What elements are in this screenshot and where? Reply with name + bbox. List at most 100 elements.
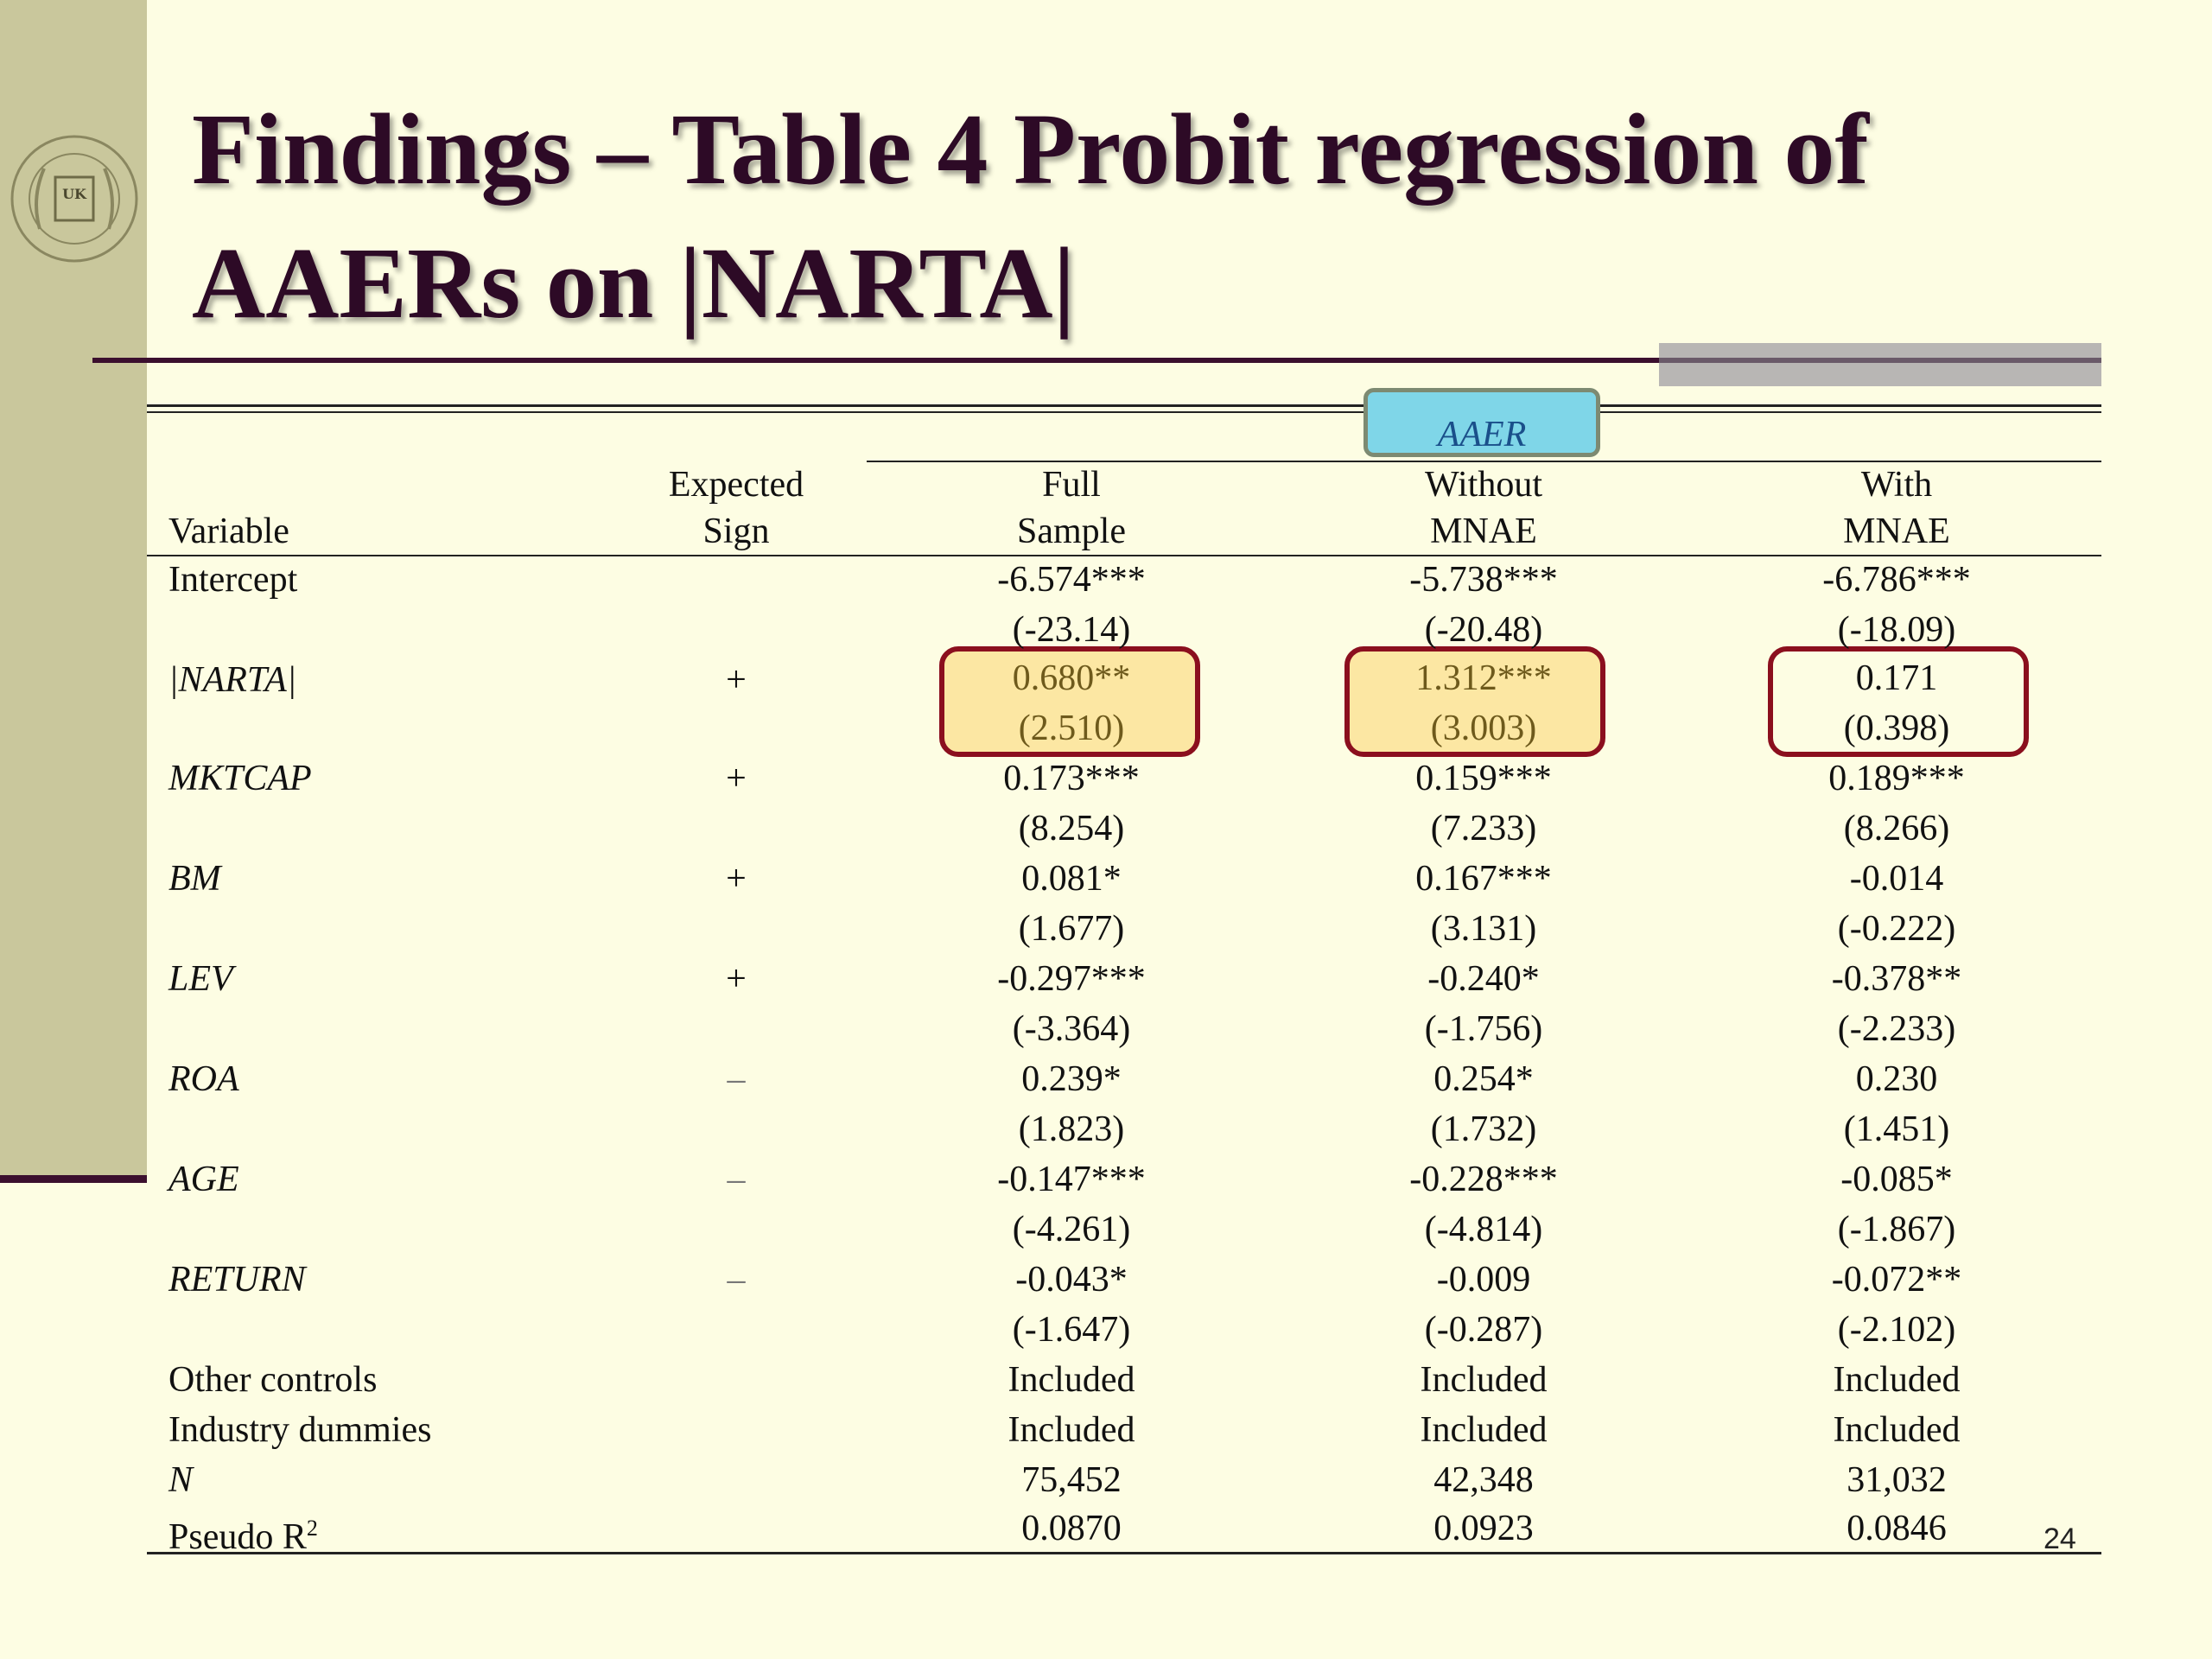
highlight-narta-without <box>1344 646 1605 757</box>
footer-variable-pseudo-r2: Pseudo R2 <box>168 1503 318 1562</box>
coef-with: 0.171 <box>1855 658 1938 698</box>
coef-without: -5.738*** <box>1409 560 1558 600</box>
title-line-1: Findings – Table 4 Probit regression of <box>192 92 1869 206</box>
tstat-full: (1.823) <box>1018 1109 1125 1149</box>
title-accent-line <box>1659 358 2101 363</box>
coef-full: 0.680** <box>1012 658 1131 698</box>
tstat-with: (0.398) <box>1843 709 1950 748</box>
row-sign: + <box>726 759 747 798</box>
header-variable: Variable <box>168 512 289 551</box>
row-sign: – <box>727 1160 746 1199</box>
row-variable: BM <box>168 859 221 899</box>
footer-variable: Other controls <box>168 1360 378 1400</box>
tstat-full: (-1.647) <box>1012 1310 1131 1350</box>
title-rule <box>92 358 2101 363</box>
coef-without: 0.159*** <box>1415 759 1552 798</box>
highlight-narta-with <box>1768 646 2029 757</box>
header-without-line1: Without <box>1425 465 1542 505</box>
aaer-group-header: AAER <box>1437 415 1527 454</box>
footer-with: 31,032 <box>1847 1460 1947 1500</box>
coef-full: -0.297*** <box>997 959 1146 999</box>
footer-variable: Industry dummies <box>168 1410 432 1450</box>
row-variable: Intercept <box>168 560 298 600</box>
title-accent-bar <box>1659 343 2101 386</box>
footer-variable: N <box>168 1460 194 1500</box>
logo-mark: UK <box>62 186 87 202</box>
header-full-line1: Full <box>1042 465 1101 505</box>
tstat-without: (-4.814) <box>1424 1210 1543 1249</box>
row-sign: + <box>726 660 747 700</box>
header-sign-line2: Sign <box>702 512 770 551</box>
tstat-with: (-2.233) <box>1837 1009 1956 1049</box>
row-variable: |NARTA| <box>168 660 297 700</box>
coef-without: 0.254* <box>1433 1059 1534 1099</box>
page-number: 24 <box>2044 1522 2076 1555</box>
coef-without: 1.312*** <box>1415 658 1552 698</box>
left-sidebar-band <box>0 0 147 1175</box>
row-sign: + <box>726 859 747 899</box>
tstat-full: (8.254) <box>1018 809 1125 849</box>
tstat-without: (3.003) <box>1430 709 1537 748</box>
row-variable: AGE <box>168 1160 239 1199</box>
row-sign: + <box>726 959 747 999</box>
slide-title: Findings – Table 4 Probit regression of … <box>192 82 2127 350</box>
coef-full: 0.081* <box>1021 859 1122 899</box>
tstat-with: (-2.102) <box>1837 1310 1956 1350</box>
tstat-with: (-1.867) <box>1837 1210 1956 1249</box>
coef-with: -0.378** <box>1831 959 1962 999</box>
coef-with: 0.189*** <box>1828 759 1965 798</box>
tstat-with: (8.266) <box>1843 809 1950 849</box>
coef-without: 0.167*** <box>1415 859 1552 899</box>
row-sign: – <box>727 1059 746 1099</box>
coef-without: -0.240* <box>1427 959 1540 999</box>
coef-full: -0.043* <box>1015 1260 1128 1300</box>
footer-full: Included <box>1007 1410 1135 1450</box>
header-sign-line1: Expected <box>668 465 804 505</box>
tstat-with: (-18.09) <box>1837 610 1956 650</box>
group-header-rule <box>867 461 2101 462</box>
tstat-without: (-0.287) <box>1424 1310 1543 1350</box>
footer-with: Included <box>1833 1410 1961 1450</box>
footer-full: Included <box>1007 1360 1135 1400</box>
tstat-full: (2.510) <box>1018 709 1125 748</box>
aaer-group-header-box <box>1363 388 1600 457</box>
row-sign: – <box>727 1260 746 1300</box>
pseudo-r-label: Pseudo R <box>168 1517 307 1557</box>
coef-without: -0.228*** <box>1409 1160 1558 1199</box>
pseudo-r-superscript: 2 <box>306 1516 318 1541</box>
coef-with: -6.786*** <box>1822 560 1971 600</box>
coef-with: 0.230 <box>1855 1059 1938 1099</box>
row-variable: ROA <box>168 1059 239 1099</box>
tstat-with: (1.451) <box>1843 1109 1950 1149</box>
title-line-2: AAERs on |NARTA| <box>192 226 1076 340</box>
header-with-line2: MNAE <box>1843 512 1950 551</box>
table-top-rule <box>147 404 2101 407</box>
header-with-line1: With <box>1860 465 1933 505</box>
tstat-without: (-1.756) <box>1424 1009 1543 1049</box>
footer-full: 75,452 <box>1021 1460 1122 1500</box>
university-seal-logo: UK <box>10 135 138 263</box>
tstat-without: (1.732) <box>1430 1109 1537 1149</box>
table-bottom-rule <box>147 1552 2101 1554</box>
header-rule <box>147 555 2101 556</box>
coef-with: -0.072** <box>1831 1260 1962 1300</box>
sidebar-divider <box>0 1175 147 1183</box>
tstat-without: (7.233) <box>1430 809 1537 849</box>
highlight-narta-full <box>939 646 1200 757</box>
coef-with: -0.014 <box>1849 859 1944 899</box>
tstat-full: (1.677) <box>1018 909 1125 949</box>
row-variable: RETURN <box>168 1260 306 1300</box>
footer-full: 0.0870 <box>1021 1509 1122 1548</box>
tstat-without: (-20.48) <box>1424 610 1543 650</box>
coef-full: 0.239* <box>1021 1059 1122 1099</box>
coef-full: 0.173*** <box>1003 759 1140 798</box>
table-top-rule-2 <box>147 411 2101 413</box>
tstat-full: (-4.261) <box>1012 1210 1131 1249</box>
coef-full: -6.574*** <box>997 560 1146 600</box>
tstat-with: (-0.222) <box>1837 909 1956 949</box>
footer-without: 42,348 <box>1433 1460 1534 1500</box>
footer-without: 0.0923 <box>1433 1509 1534 1548</box>
coef-full: -0.147*** <box>997 1160 1146 1199</box>
footer-without: Included <box>1420 1360 1548 1400</box>
header-without-line2: MNAE <box>1430 512 1537 551</box>
